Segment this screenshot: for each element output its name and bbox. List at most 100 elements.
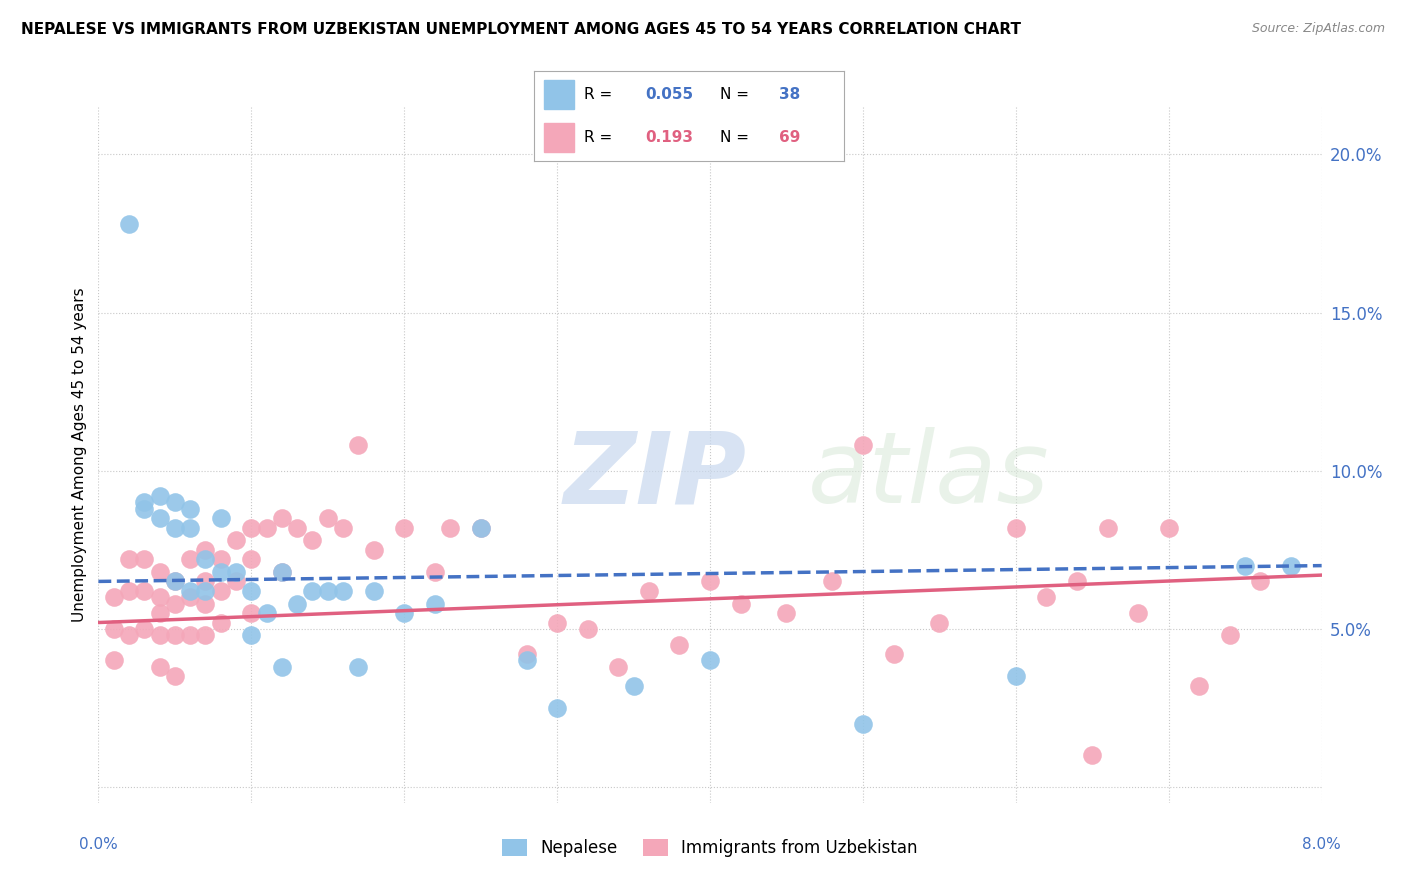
Point [118,628,141,642]
Text: R =: R = [583,87,617,102]
Point [225,574,247,589]
Text: atlas: atlas [808,427,1049,524]
Point [301,583,323,598]
Point [699,653,721,667]
Point [163,597,186,611]
Point [730,597,752,611]
Point [163,574,186,589]
Point [194,542,217,557]
Point [270,660,294,674]
Point [256,521,278,535]
Point [194,552,217,566]
Point [1188,679,1211,693]
Point [332,521,354,535]
Point [623,679,645,693]
Point [179,552,201,566]
Point [149,511,172,525]
Text: ZIP: ZIP [564,427,747,524]
Point [1128,606,1150,620]
Point [1279,558,1302,573]
Point [316,511,339,525]
Point [240,606,263,620]
Point [423,597,446,611]
Point [470,521,492,535]
Point [194,583,217,598]
Point [209,565,232,579]
Point [103,622,125,636]
Point [194,628,217,642]
Point [179,591,201,605]
Point [699,574,721,589]
Point [149,660,172,674]
Point [194,597,217,611]
Point [516,647,538,661]
Legend: Nepalese, Immigrants from Uzbekistan: Nepalese, Immigrants from Uzbekistan [496,832,924,864]
Point [134,552,156,566]
Text: 0.055: 0.055 [645,87,693,102]
Point [149,489,172,503]
Point [821,574,844,589]
Point [118,583,141,598]
Text: 38: 38 [779,87,800,102]
Point [134,501,156,516]
Point [270,565,294,579]
Point [256,606,278,620]
Point [285,521,308,535]
Point [347,660,370,674]
Point [240,583,263,598]
Point [179,583,201,598]
Bar [544,80,575,109]
Point [546,701,568,715]
Text: R =: R = [583,130,617,145]
Point [607,660,630,674]
Point [363,542,385,557]
Point [163,669,186,683]
Point [270,511,294,525]
Point [118,552,141,566]
Point [332,583,354,598]
Point [209,511,232,525]
Point [928,615,950,630]
Point [163,521,186,535]
Point [194,574,217,589]
Point [392,521,416,535]
Point [852,716,875,731]
Point [240,552,263,566]
Text: 69: 69 [779,130,800,145]
Point [392,606,416,620]
Point [163,628,186,642]
Point [883,647,905,661]
Text: NEPALESE VS IMMIGRANTS FROM UZBEKISTAN UNEMPLOYMENT AMONG AGES 45 TO 54 YEARS CO: NEPALESE VS IMMIGRANTS FROM UZBEKISTAN U… [21,22,1021,37]
Point [179,501,201,516]
Point [134,622,156,636]
Point [118,217,141,231]
Point [1249,574,1271,589]
Point [516,653,538,667]
Point [439,521,461,535]
Point [179,521,201,535]
Point [470,521,492,535]
Point [1157,521,1180,535]
Point [209,583,232,598]
Text: Source: ZipAtlas.com: Source: ZipAtlas.com [1251,22,1385,36]
Point [347,438,370,452]
Text: 0.0%: 0.0% [79,837,118,852]
Point [1097,521,1119,535]
Point [1004,669,1026,683]
Text: 0.193: 0.193 [645,130,693,145]
Point [149,628,172,642]
Point [209,615,232,630]
Point [209,552,232,566]
Point [179,628,201,642]
Point [423,565,446,579]
Point [1035,591,1057,605]
Point [1219,628,1241,642]
Point [1081,748,1104,763]
Point [134,495,156,509]
Point [546,615,568,630]
Point [668,638,690,652]
Point [363,583,385,598]
Point [775,606,797,620]
Point [240,521,263,535]
Point [1066,574,1088,589]
